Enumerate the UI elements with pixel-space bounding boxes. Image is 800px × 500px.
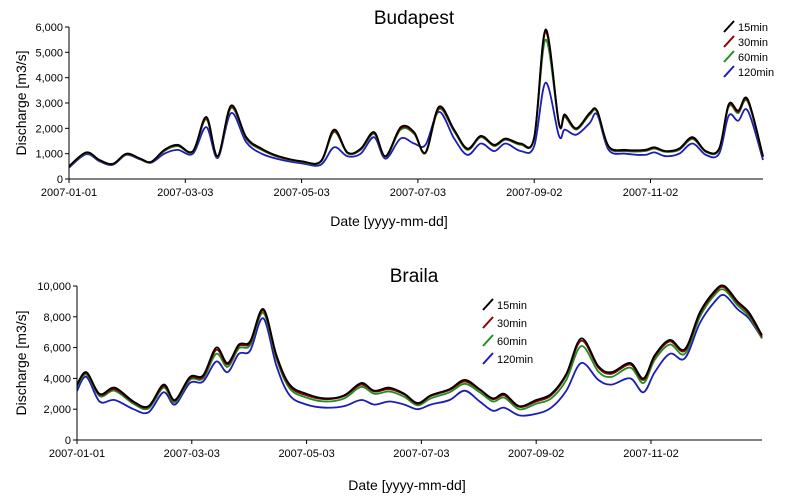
x-tick-label: 2007-11-02: [623, 187, 678, 199]
x-tick-label: 2007-01-01: [49, 448, 105, 460]
x-tick-label: 2007-05-03: [273, 187, 329, 199]
y-axis-title: Discharge [m3/s]: [13, 310, 29, 415]
y-tick-label: 4,000: [43, 373, 71, 385]
y-tick-label: 0: [65, 435, 71, 447]
y-tick-label: 6,000: [35, 22, 63, 34]
series-line-60min: [68, 38, 764, 168]
y-tick-label: 10,000: [37, 281, 71, 293]
chart-title: Budapest: [374, 8, 455, 29]
series-line-120min: [76, 294, 763, 417]
legend-swatch: [482, 352, 494, 365]
x-axis-ticks: 2007-01-01 2007-03-03 2007-05-03 2007-07-03…: [49, 440, 679, 460]
y-axis-title: Discharge [m3/s]: [13, 50, 29, 155]
y-axis-ticks: 0 2,000 4,000 6,000 8,000 10,000: [37, 281, 77, 447]
series-line-15min: [68, 28, 764, 168]
x-tick-label: 2007-09-02: [508, 448, 564, 460]
y-tick-label: 1,000: [35, 149, 63, 161]
series-line-60min: [76, 288, 763, 411]
y-tick-label: 8,000: [43, 312, 71, 324]
series-line-30min: [76, 285, 763, 409]
legend-swatch: [482, 316, 494, 329]
x-tick-label: 2007-11-02: [623, 448, 678, 460]
y-tick-label: 0: [57, 174, 63, 186]
x-axis-ticks: 2007-01-01 2007-03-03 2007-05-03 2007-07-03…: [41, 179, 678, 199]
x-tick-label: 2007-03-03: [157, 187, 213, 199]
legend: 15min 30min 60min 120min: [723, 20, 774, 79]
chart-title: Braila: [390, 266, 439, 287]
y-axis-ticks: 0 1,000 2,000 3,000 4,000 5,000 6,000: [35, 22, 69, 186]
legend-label: 120min: [738, 67, 774, 79]
x-tick-label: 2007-07-03: [390, 187, 446, 199]
legend-label: 15min: [738, 22, 768, 34]
x-tick-label: 2007-01-01: [41, 187, 97, 199]
legend-label: 30min: [738, 37, 768, 49]
legend-swatch: [482, 334, 494, 347]
plot-area: [76, 284, 763, 417]
y-tick-label: 4,000: [35, 73, 63, 85]
series-line-120min: [68, 81, 764, 169]
x-tick-label: 2007-09-02: [506, 187, 562, 199]
plot-area: [68, 28, 764, 169]
chart-panel-budapest: Budapest 0 1,000 2,000 3,000 4,000 5,000 6,000…: [13, 8, 774, 229]
y-tick-label: 2,000: [35, 123, 63, 135]
x-tick-label: 2007-07-03: [393, 448, 449, 460]
legend-label: 30min: [497, 318, 527, 330]
legend-swatch: [482, 298, 494, 311]
chart-panel-braila: Braila 0 2,000 4,000 6,000 8,000 10,000 2007-…: [13, 266, 763, 493]
x-axis-title: Date [yyyy-mm-dd]: [348, 477, 465, 493]
series-line-15min: [76, 284, 763, 408]
x-tick-label: 2007-03-03: [164, 448, 220, 460]
legend-label: 120min: [497, 354, 533, 366]
y-tick-label: 2,000: [43, 404, 71, 416]
legend-swatch: [723, 20, 735, 33]
x-tick-label: 2007-05-03: [278, 448, 334, 460]
legend-label: 60min: [497, 336, 527, 348]
legend-swatch: [723, 35, 735, 48]
legend: 15min 30min 60min 120min: [482, 298, 533, 366]
y-tick-label: 6,000: [43, 343, 71, 355]
legend-swatch: [723, 50, 735, 63]
legend-swatch: [723, 65, 735, 78]
y-tick-label: 5,000: [35, 47, 63, 59]
legend-label: 60min: [738, 52, 768, 64]
legend-label: 15min: [497, 300, 527, 312]
x-axis-title: Date [yyyy-mm-dd]: [330, 213, 447, 229]
y-tick-label: 3,000: [35, 98, 63, 110]
